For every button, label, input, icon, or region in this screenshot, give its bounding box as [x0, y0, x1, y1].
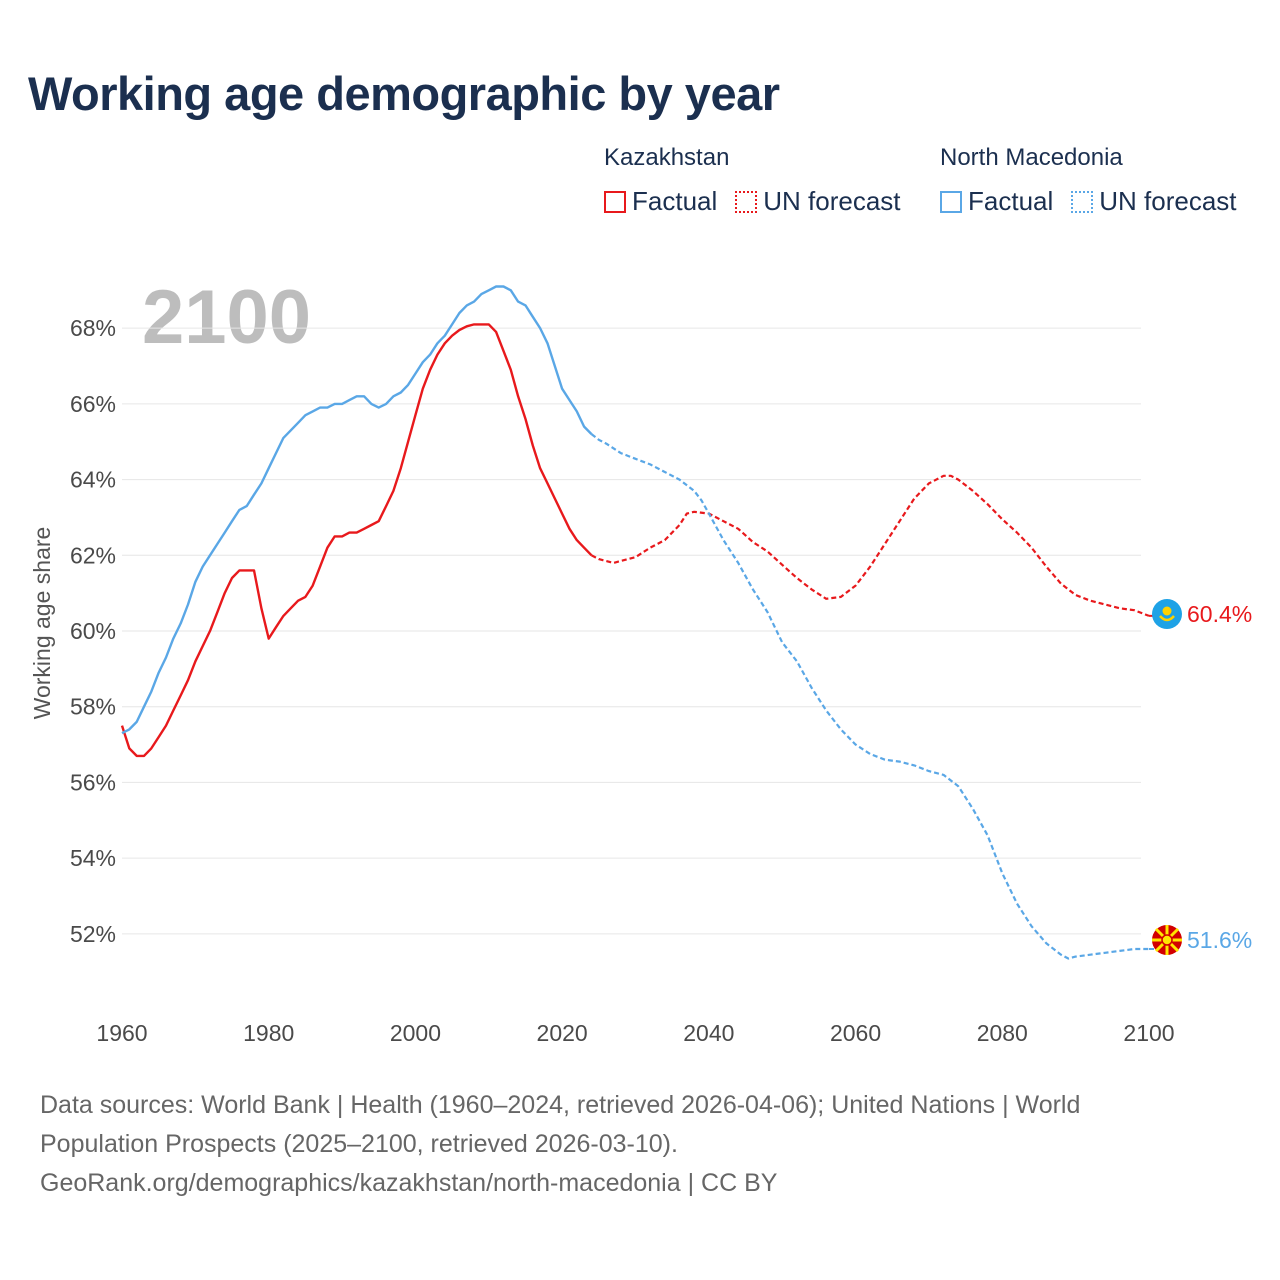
y-tick-label: 56%: [70, 769, 116, 795]
kazakhstan-flag-icon: [1152, 599, 1182, 629]
north-macedonia-flag-icon: [1152, 925, 1182, 955]
x-tick-label: 1960: [96, 1020, 147, 1046]
y-axis-label: Working age share: [29, 527, 55, 720]
legend-country-north-macedonia: North Macedonia: [940, 144, 1123, 171]
gridlines: [122, 327, 1141, 935]
x-tick-label: 2060: [830, 1020, 881, 1046]
legend-item-kazakhstan-factual[interactable]: Factual: [604, 186, 717, 217]
y-tick-label: 68%: [70, 315, 116, 341]
x-tick-label: 2040: [683, 1020, 734, 1046]
y-tick-label: 52%: [70, 921, 116, 947]
series-lines: [120, 285, 1156, 960]
legend-swatch-north-macedonia-factual: [940, 190, 962, 213]
legend-swatch-kazakhstan-forecast: [735, 190, 758, 213]
series-line-north-macedonia-factual[interactable]: [121, 285, 593, 735]
chart-title: Working age demographic by year: [28, 67, 780, 120]
x-tick-label: 2020: [537, 1020, 588, 1046]
legend-group-north-macedonia: North Macedonia Factual UN forecast: [940, 144, 1255, 217]
legend-item-kazakhstan-forecast[interactable]: UN forecast: [735, 186, 901, 217]
legend-country-kazakhstan: Kazakhstan: [604, 144, 730, 171]
footer-line-1: Data sources: World Bank | Health (1960–…: [40, 1091, 1081, 1119]
end-markers: 60.4% 51.6%: [1152, 599, 1252, 955]
series-line-kazakhstan-factual[interactable]: [120, 323, 593, 758]
end-label-kazakhstan: 60.4%: [1187, 601, 1252, 627]
line-chart: 2100 52% 54% 56% 58% 60% 62% 64% 66% 68% 1960 198…: [29, 275, 1252, 1046]
y-tick-label: 64%: [70, 467, 116, 493]
x-tick-label: 2080: [977, 1020, 1028, 1046]
legend-group-kazakhstan: Kazakhstan Factual UN forecast: [604, 144, 919, 217]
legend-swatch-north-macedonia-forecast: [1071, 190, 1094, 213]
y-tick-label: 60%: [70, 618, 116, 644]
footer-line-2: Population Prospects (2025–2100, retriev…: [40, 1130, 678, 1158]
legend-swatch-kazakhstan-factual: [604, 190, 626, 213]
legend-item-north-macedonia-forecast[interactable]: UN forecast: [1071, 186, 1237, 217]
x-axis-ticks: 1960 1980 2000 2020 2040 2060 2080 2100: [96, 1020, 1174, 1046]
series-line-kazakhstan-forecast[interactable]: [590, 474, 1150, 617]
footer-line-3: GeoRank.org/demographics/kazakhstan/nort…: [40, 1169, 778, 1197]
x-tick-label: 2000: [390, 1020, 441, 1046]
footer-sources: Data sources: World Bank | Health (1960–…: [40, 1086, 1240, 1203]
legend-label-kazakhstan-factual: Factual: [632, 186, 718, 216]
x-tick-label: 1980: [243, 1020, 294, 1046]
year-overlay: 2100: [142, 275, 311, 360]
legend-item-north-macedonia-factual[interactable]: Factual: [940, 186, 1053, 217]
legend-label-kazakhstan-forecast: UN forecast: [763, 186, 901, 216]
y-axis-ticks: 52% 54% 56% 58% 60% 62% 64% 66% 68%: [70, 315, 116, 947]
series-line-north-macedonia-forecast[interactable]: [590, 433, 1150, 960]
legend-label-north-macedonia-forecast: UN forecast: [1099, 186, 1237, 216]
y-tick-label: 58%: [70, 694, 116, 720]
x-tick-label: 2100: [1123, 1020, 1174, 1046]
legend-label-north-macedonia-factual: Factual: [968, 186, 1054, 216]
y-tick-label: 62%: [70, 542, 116, 568]
y-tick-label: 54%: [70, 845, 116, 871]
y-tick-label: 66%: [70, 391, 116, 417]
end-label-north-macedonia: 51.6%: [1187, 927, 1252, 953]
